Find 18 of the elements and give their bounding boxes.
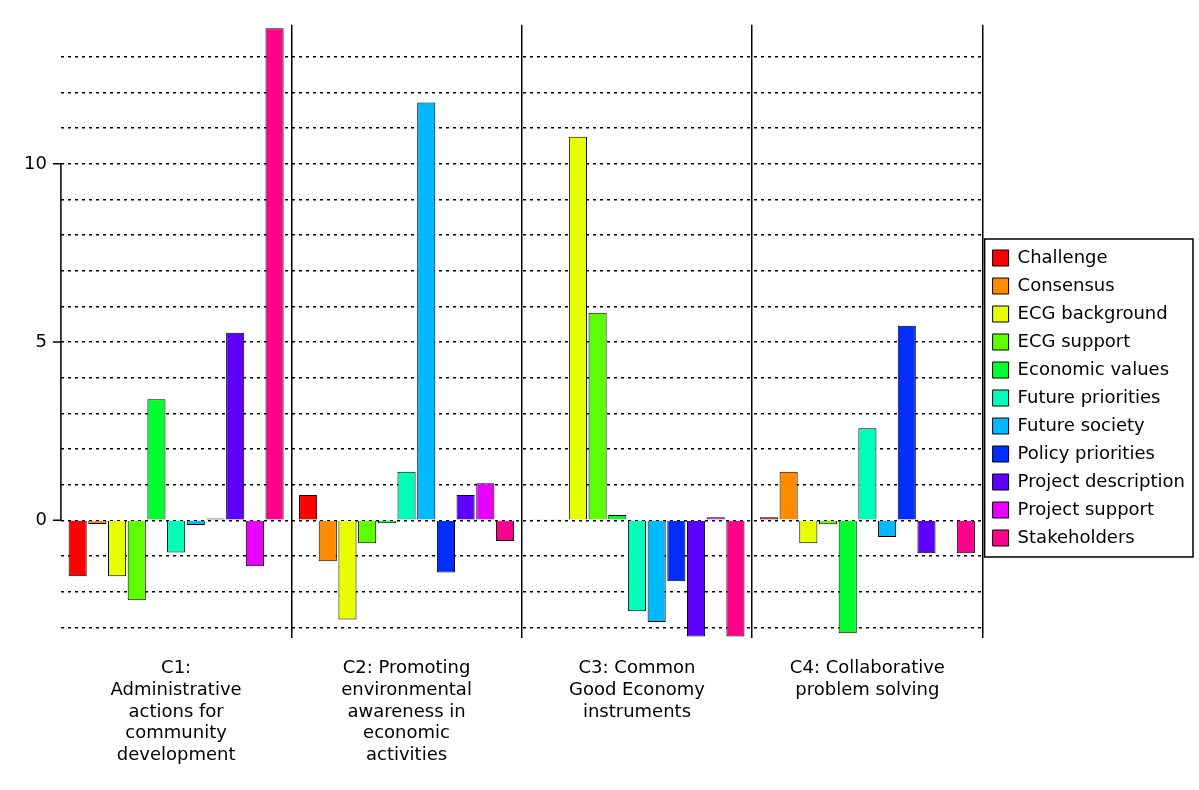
legend-label: Project description <box>1017 469 1185 491</box>
y-tick-label: 5 <box>35 329 47 351</box>
x-tick-label: C2: Promoting environmental awareness in economic activities <box>341 656 472 764</box>
x-tick-label: C4: Collaborative problem solving <box>789 656 945 700</box>
legend-label: Consensus <box>1017 273 1115 295</box>
legend-label: Future priorities <box>1017 385 1161 407</box>
legend-label: Policy priorities <box>1017 441 1155 463</box>
legend-label: Challenge <box>1017 245 1108 267</box>
legend-label: Stakeholders <box>1017 525 1135 547</box>
y-tick-label: 10 <box>24 151 47 173</box>
legend-label: Economic values <box>1017 357 1170 379</box>
legend-label: Future society <box>1017 413 1146 435</box>
x-tick-label: C1: Administrative actions for community development <box>110 656 242 764</box>
y-tick-label: 0 <box>35 508 47 530</box>
x-tick-label: C3: Common Good Economy instruments <box>568 656 706 721</box>
legend-label: ECG support <box>1017 329 1131 351</box>
legend-label: ECG background <box>1017 301 1168 323</box>
legend-label: Project support <box>1017 497 1155 519</box>
